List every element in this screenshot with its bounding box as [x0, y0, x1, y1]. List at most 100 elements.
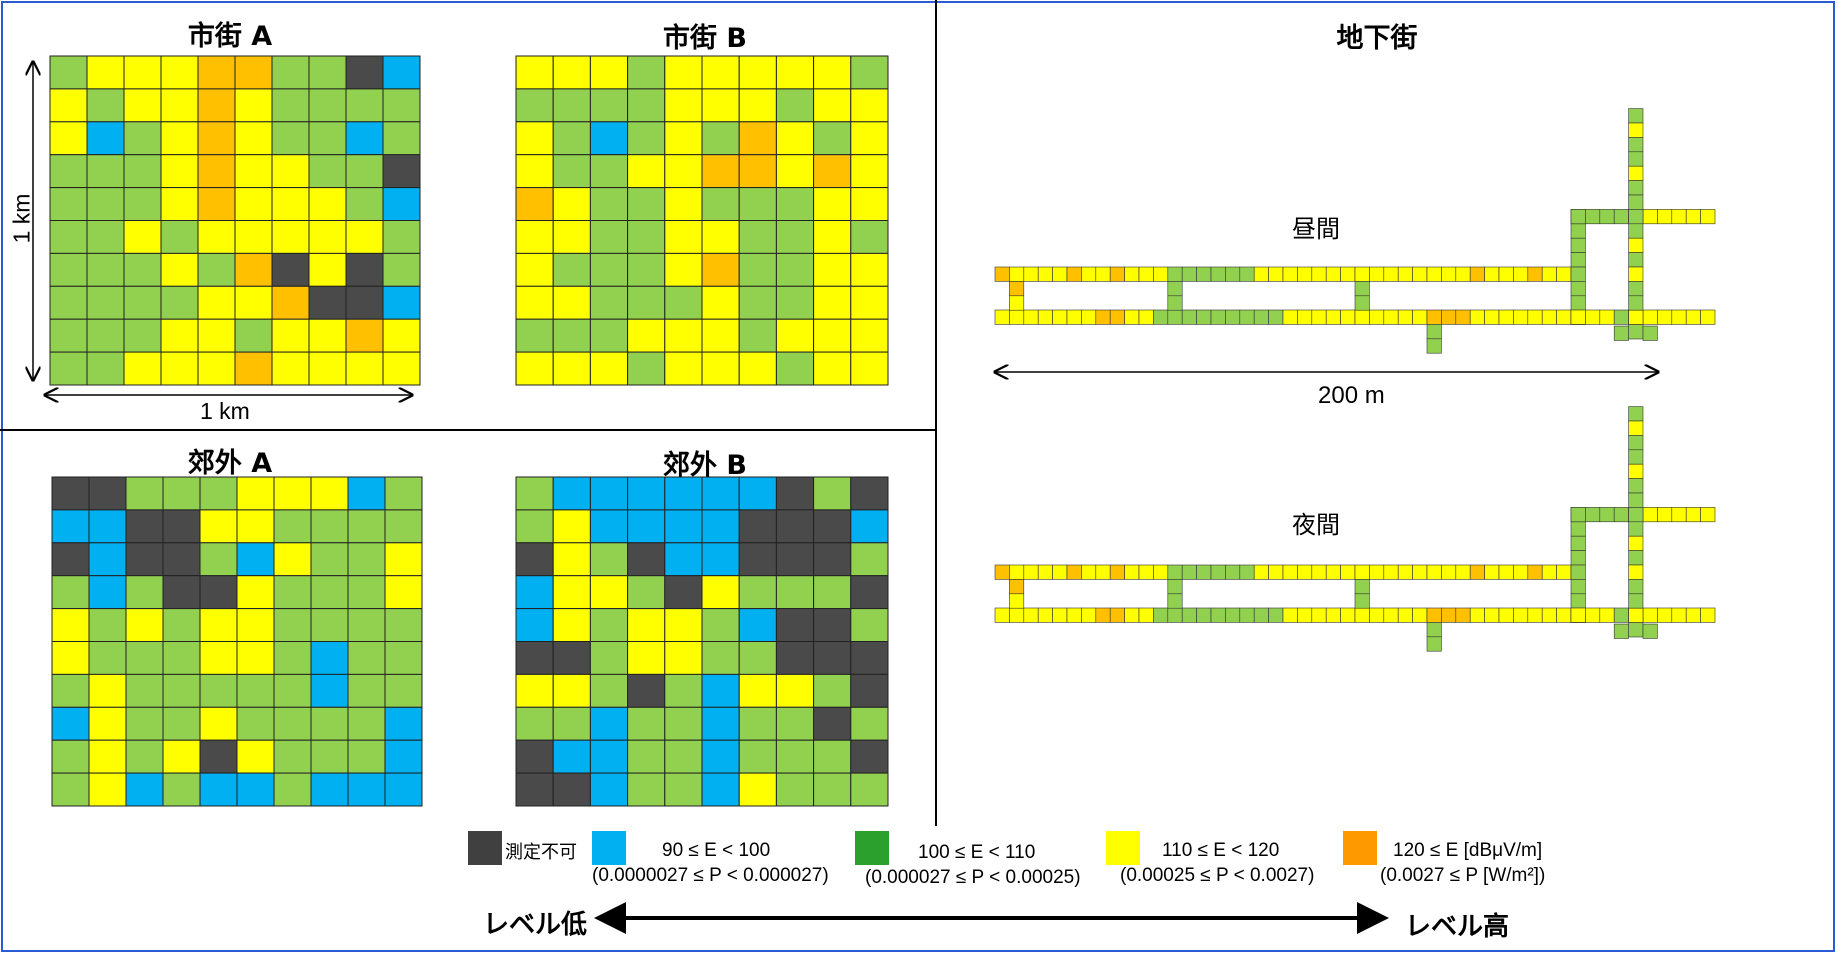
grid-cell-city_a: [197, 88, 236, 123]
corridor-cell: [1657, 209, 1673, 225]
corridor-cell: [1268, 564, 1284, 580]
corridor-cell: [1239, 607, 1255, 623]
grid-cell-city_b: [738, 88, 777, 123]
corridor-cell: [1210, 564, 1226, 580]
grid-cell-city_a: [234, 88, 273, 123]
grid-cell-city_b: [738, 55, 777, 90]
grid-cell-suburb_a: [310, 641, 349, 675]
grid-cell-suburb_a: [162, 509, 201, 544]
corridor-cell: [1268, 266, 1284, 282]
corridor-cell: [1037, 309, 1053, 325]
corridor-cell: [1484, 309, 1500, 325]
grid-cell-suburb_a: [162, 542, 201, 577]
grid-cell-suburb_b: [664, 641, 703, 675]
grid-cell-city_b: [738, 351, 777, 386]
corridor-cell: [1340, 309, 1356, 325]
grid-cell-suburb_b: [515, 673, 554, 708]
grid-cell-city_b: [813, 252, 852, 287]
grid-cell-suburb_a: [125, 673, 164, 708]
grid-cell-city_a: [234, 55, 273, 90]
level-high-label: レベル高: [1405, 912, 1510, 942]
grid-cell-city_a: [271, 351, 310, 386]
grid-cell-city_b: [813, 220, 852, 254]
legend-label-unmeasurable: 測定不可: [505, 842, 577, 862]
corridor-cell: [1484, 266, 1500, 282]
legend-label-120: 120 ≤ E [dBμV/m]: [1393, 840, 1543, 861]
grid-cell-city_a: [49, 88, 88, 123]
corridor-cell: [1541, 564, 1557, 580]
corridor-cell: [1613, 209, 1629, 225]
corridor-cell: [1009, 309, 1025, 325]
grid-cell-suburb_a: [51, 476, 90, 511]
grid-cell-suburb_b: [775, 739, 815, 774]
corridor-cell: [994, 607, 1010, 623]
grid-cell-city_b: [701, 285, 740, 320]
grid-cell-city_b: [775, 318, 815, 353]
corridor-cell: [1498, 607, 1514, 623]
grid-cell-city_a: [382, 285, 421, 320]
grid-cell-suburb_b: [515, 772, 554, 807]
grid-cell-city_b: [552, 252, 591, 287]
corridor-cell: [1095, 607, 1111, 623]
grid-cell-suburb_a: [273, 641, 312, 675]
scale-label: 200 m: [1318, 382, 1385, 409]
grid-cell-suburb_b: [850, 542, 889, 577]
grid-cell-city_a: [49, 351, 88, 386]
corridor-cell: [1599, 309, 1615, 325]
corridor-cell: [1354, 607, 1370, 623]
corridor-cell: [1181, 564, 1197, 580]
grid-cell-suburb_a: [88, 706, 127, 741]
grid-cell-city_b: [664, 351, 703, 386]
grid-cell-suburb_a: [384, 608, 423, 642]
grid-cell-suburb_b: [515, 542, 554, 577]
grid-cell-suburb_b: [850, 641, 889, 675]
corridor-cell: [1599, 507, 1615, 523]
grid-cell-suburb_a: [162, 673, 201, 708]
grid-cell-city_b: [627, 187, 666, 222]
corridor-cell: [1700, 607, 1716, 623]
corridor-cell: [1642, 325, 1658, 341]
grid-cell-suburb_b: [738, 673, 777, 708]
grid-cell-suburb_b: [813, 641, 852, 675]
corridor-cell: [1426, 636, 1442, 652]
corridor-cell: [1354, 579, 1370, 595]
grid-cell-city_a: [49, 252, 88, 287]
grid-cell-city_b: [589, 121, 629, 156]
grid-cell-suburb_a: [199, 608, 238, 642]
grid-cell-city_a: [308, 121, 347, 156]
corridor-cell: [1628, 252, 1644, 268]
grid-cell-suburb_a: [236, 772, 275, 807]
grid-cell-suburb_a: [88, 608, 127, 642]
grid-cell-suburb_b: [664, 673, 703, 708]
corridor-cell: [1239, 266, 1255, 282]
grid-cell-suburb_a: [236, 509, 275, 544]
corridor-cell: [1311, 607, 1327, 623]
grid-cell-city_a: [345, 220, 384, 254]
grid-cell-city_a: [123, 121, 162, 156]
grid-cell-suburb_a: [273, 706, 312, 741]
grid-cell-suburb_b: [515, 706, 554, 741]
grid-cell-suburb_b: [627, 641, 666, 675]
corridor-cell: [1369, 564, 1385, 580]
grid-cell-suburb_b: [552, 608, 591, 642]
grid-cell-city_b: [738, 187, 777, 222]
corridor-cell: [1225, 266, 1241, 282]
corridor-cell: [1009, 281, 1025, 297]
corridor-cell: [1570, 281, 1586, 297]
grid-cell-city_a: [123, 187, 162, 222]
grid-cell-city_a: [382, 154, 421, 189]
corridor-cell: [1455, 266, 1471, 282]
corridor-cell: [1570, 521, 1586, 537]
corridor-cell: [1354, 266, 1370, 282]
corridor-cell: [1556, 607, 1572, 623]
grid-cell-city_b: [515, 318, 554, 353]
corridor-cell: [1441, 607, 1457, 623]
grid-cell-suburb_b: [552, 575, 591, 610]
grid-cell-city_a: [345, 351, 384, 386]
grid-cell-suburb_b: [850, 608, 889, 642]
grid-cell-city_b: [738, 252, 777, 287]
grid-cell-city_a: [197, 318, 236, 353]
grid-cell-city_b: [552, 55, 591, 90]
grid-cell-city_b: [850, 55, 889, 90]
